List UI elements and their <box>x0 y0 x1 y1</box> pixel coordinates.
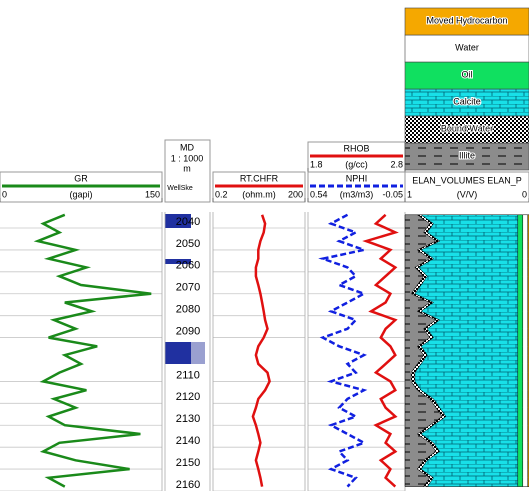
curve <box>318 213 369 488</box>
legend-swatch <box>404 34 529 63</box>
legend-label: Bound Water <box>441 123 493 133</box>
header-box <box>0 171 163 203</box>
depth-label: 2060 <box>176 260 200 272</box>
unit: (g/cc) <box>345 159 368 169</box>
legend-label: Illite <box>459 150 475 160</box>
depth-unit: m <box>183 163 191 173</box>
track-title: ELAN_VOLUMES ELAN_P <box>412 175 522 185</box>
curve-name: RT.CHFR <box>240 173 279 183</box>
depth-label: 2070 <box>176 282 200 294</box>
marker <box>165 259 191 264</box>
depth-label: 2090 <box>176 325 200 337</box>
unit: (m3/m3) <box>340 189 374 199</box>
legend-label: Moved Hydrocarbon <box>426 15 507 25</box>
curve <box>33 213 152 488</box>
depth-label: 2160 <box>176 479 200 491</box>
depth-scale: 1 : 1000 <box>171 153 204 163</box>
depth-label-name: WellSke <box>167 185 193 192</box>
legend-label: Oil <box>462 69 473 79</box>
scale-label: 150 <box>145 189 160 199</box>
unit: (gapi) <box>69 189 92 199</box>
legend-swatch <box>404 88 529 117</box>
marker <box>165 342 191 364</box>
depth-label: 2140 <box>176 435 200 447</box>
curve-name: RHOB <box>343 143 369 153</box>
depth-label: 2040 <box>176 216 200 228</box>
scale-label: 1.8 <box>310 159 323 169</box>
scale-label: 2.8 <box>390 159 403 169</box>
scale-label: 0 <box>522 189 527 199</box>
marker <box>165 214 191 228</box>
depth-label: 2080 <box>176 304 200 316</box>
unit: (ohm.m) <box>242 189 276 199</box>
area <box>522 214 529 487</box>
scale-label: 0.2 <box>215 189 228 199</box>
scale-label: 1 <box>407 189 412 199</box>
header-box <box>212 171 306 203</box>
legend-swatch <box>404 61 529 90</box>
scale-label: 0.54 <box>310 189 328 199</box>
marker <box>191 342 205 364</box>
scale-label: 200 <box>288 189 303 199</box>
curve <box>251 214 271 487</box>
depth-label: 2150 <box>176 457 200 469</box>
depth-title: MD <box>180 142 194 152</box>
scale-label: -0.05 <box>382 189 403 199</box>
legend-label: Water <box>455 42 479 52</box>
curve-name: NPHI <box>346 173 368 183</box>
area <box>517 214 524 487</box>
curve <box>362 213 399 488</box>
depth-label: 2110 <box>176 369 200 381</box>
depth-label: 2120 <box>176 391 200 403</box>
legend-swatch <box>404 115 529 144</box>
legend-label: Calcite <box>453 96 481 106</box>
unit: (V/V) <box>457 189 478 199</box>
depth-label: 2050 <box>176 238 200 250</box>
legend-swatch <box>404 142 529 171</box>
legend-swatch <box>404 7 529 36</box>
scale-label: 0 <box>2 189 7 199</box>
depth-label: 2130 <box>176 413 200 425</box>
header-box <box>404 171 529 203</box>
curve-name: GR <box>74 173 88 183</box>
header-box <box>164 139 211 203</box>
